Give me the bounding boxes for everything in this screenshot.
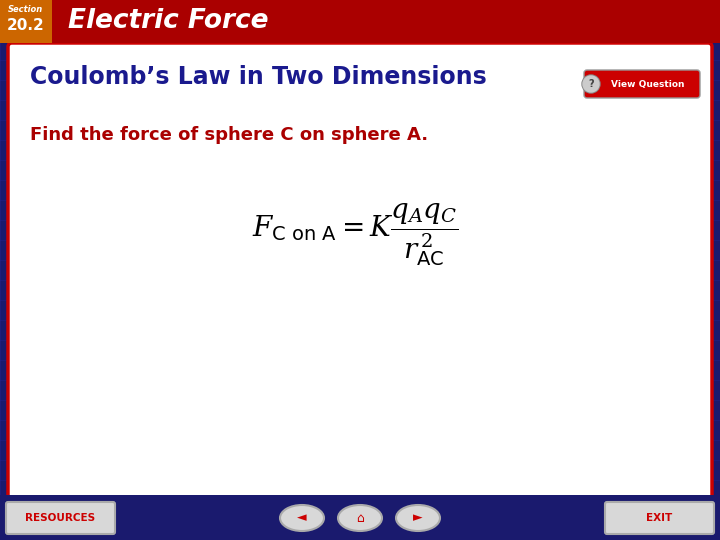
Text: EXIT: EXIT: [646, 513, 672, 523]
FancyBboxPatch shape: [605, 502, 714, 534]
Text: ◄: ◄: [297, 511, 307, 524]
FancyBboxPatch shape: [8, 43, 712, 499]
Circle shape: [582, 75, 600, 93]
Text: $F_{\mathsf{C\ on\ A}} = K\dfrac{q_A q_C}{r_{\mathsf{AC}}^{\,2}}$: $F_{\mathsf{C\ on\ A}} = K\dfrac{q_A q_C…: [252, 202, 458, 268]
FancyBboxPatch shape: [0, 0, 52, 43]
Circle shape: [583, 76, 599, 92]
Text: RESOURCES: RESOURCES: [25, 513, 95, 523]
FancyBboxPatch shape: [6, 502, 115, 534]
Text: View Question: View Question: [611, 79, 685, 89]
Text: Section: Section: [9, 5, 44, 15]
Text: Coulomb’s Law in Two Dimensions: Coulomb’s Law in Two Dimensions: [30, 65, 487, 89]
Ellipse shape: [396, 505, 440, 531]
Ellipse shape: [338, 505, 382, 531]
FancyBboxPatch shape: [0, 0, 720, 43]
FancyBboxPatch shape: [584, 70, 700, 98]
Ellipse shape: [280, 505, 324, 531]
Text: ⌂: ⌂: [356, 511, 364, 524]
Text: 20.2: 20.2: [7, 17, 45, 32]
Text: Electric Force: Electric Force: [68, 8, 269, 34]
Text: Find the force of sphere C on sphere A.: Find the force of sphere C on sphere A.: [30, 126, 428, 144]
Text: ►: ►: [413, 511, 423, 524]
Text: ?: ?: [588, 79, 594, 89]
FancyBboxPatch shape: [0, 495, 720, 540]
